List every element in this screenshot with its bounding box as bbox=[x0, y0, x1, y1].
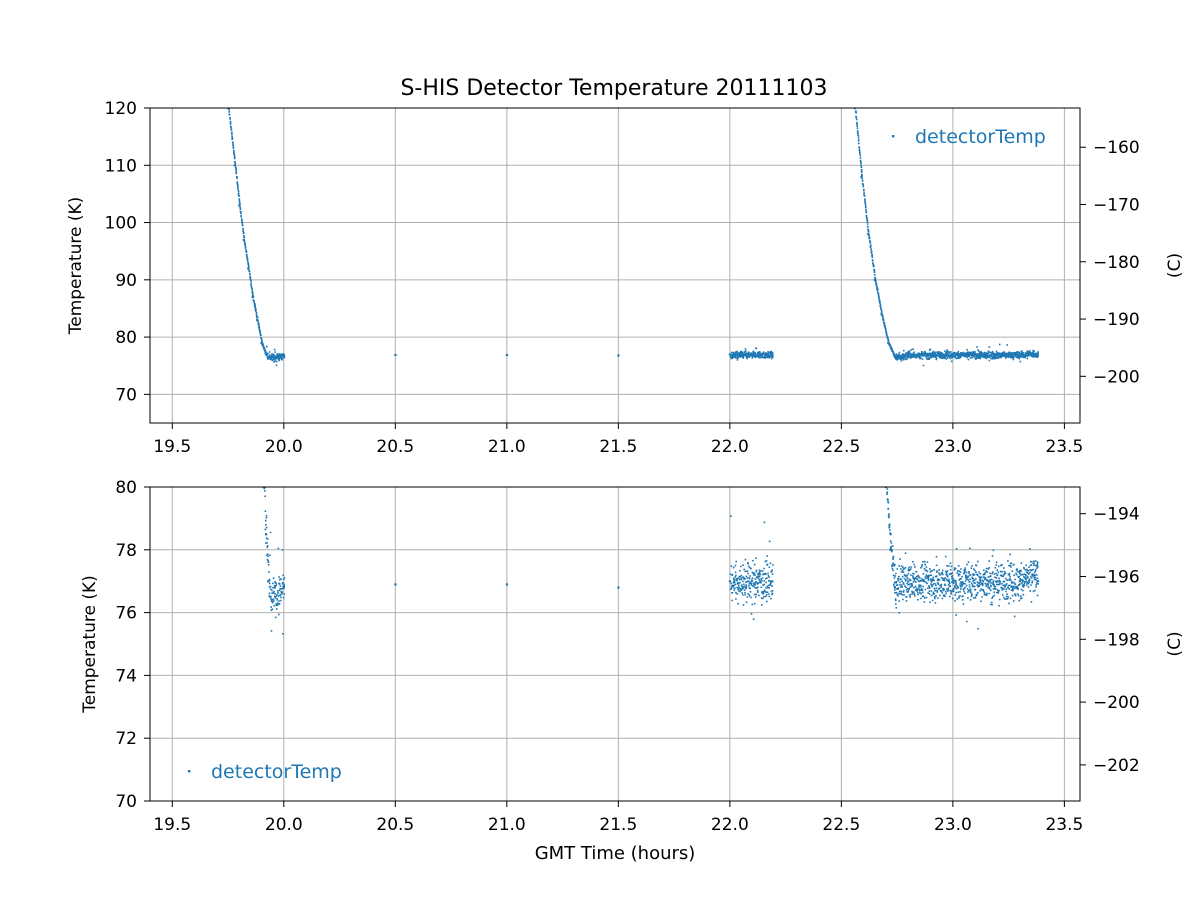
y-tick-label: 80 bbox=[115, 478, 137, 498]
data-point bbox=[907, 580, 910, 583]
y2-tick-label: −198 bbox=[1093, 630, 1140, 650]
y2-tick-label: −180 bbox=[1093, 253, 1140, 273]
x-tick-label: 23.5 bbox=[1045, 437, 1083, 457]
x-tick-label: 19.5 bbox=[153, 437, 191, 457]
x-tick-label: 21.0 bbox=[488, 437, 526, 457]
y-tick-label: 80 bbox=[115, 328, 137, 348]
x-tick-label: 19.5 bbox=[153, 815, 191, 835]
axes-frame bbox=[149, 107, 1081, 424]
y-tick-label: 74 bbox=[115, 666, 137, 686]
top-plot: 19.5 20.0 20.5 21.0 21.5 22.0 22.5 23.0 23.5 70 80… bbox=[66, 99, 1185, 457]
data-point bbox=[394, 583, 397, 586]
y-tick-label: 120 bbox=[105, 99, 137, 119]
legend-marker bbox=[892, 135, 895, 138]
data-point bbox=[505, 353, 509, 357]
data-point bbox=[247, 267, 250, 270]
x-tick-label: 23.0 bbox=[934, 815, 972, 835]
figure-title: S-HIS Detector Temperature 20111103 bbox=[400, 76, 827, 101]
data-point bbox=[238, 204, 241, 207]
data-point bbox=[1018, 580, 1021, 583]
data-point bbox=[394, 353, 397, 357]
x-tick-label: 23.0 bbox=[934, 437, 972, 457]
y-tick-label: 100 bbox=[105, 214, 137, 234]
data-point bbox=[233, 164, 236, 167]
y-axis-label: Temperature (K) bbox=[66, 197, 86, 336]
y2-tick-label: −200 bbox=[1093, 693, 1140, 713]
y2-tick-label: −170 bbox=[1093, 196, 1140, 216]
y-tick-label: 90 bbox=[115, 271, 137, 291]
axes-frame bbox=[149, 486, 1081, 802]
y2-tick-label: −196 bbox=[1093, 567, 1140, 587]
data-point bbox=[771, 580, 774, 583]
data-point bbox=[867, 233, 870, 236]
x-tick-label: 21.5 bbox=[599, 437, 637, 457]
legend-label: detectorTemp bbox=[915, 126, 1046, 148]
data-point bbox=[853, 108, 856, 110]
legend-label: detectorTemp bbox=[211, 761, 342, 783]
x-axis-label: GMT Time (hours) bbox=[535, 843, 696, 864]
x-tick-label: 20.5 bbox=[376, 437, 414, 457]
x-tick-label: 22.0 bbox=[711, 815, 749, 835]
y-tick-label: 70 bbox=[115, 385, 137, 405]
data-point bbox=[505, 583, 509, 586]
data-layer bbox=[262, 487, 1040, 635]
x-tick-label: 20.5 bbox=[376, 815, 414, 835]
y-axis-label: Temperature (K) bbox=[80, 575, 100, 714]
data-point bbox=[884, 487, 888, 489]
data-point bbox=[728, 580, 732, 583]
data-point bbox=[617, 354, 620, 357]
data-point bbox=[860, 175, 863, 178]
data-point bbox=[893, 586, 897, 589]
data-point bbox=[282, 586, 286, 589]
bottom-plot: 19.5 20.0 20.5 21.0 21.5 22.0 22.5 23.0 23.5 70 72… bbox=[80, 478, 1185, 864]
y2-axis-label: (C) bbox=[1165, 253, 1185, 278]
legend-marker bbox=[188, 770, 191, 773]
data-point bbox=[728, 353, 732, 356]
data-layer bbox=[227, 108, 1039, 367]
y-tick-label: 76 bbox=[115, 604, 137, 624]
y-tick-label: 78 bbox=[115, 541, 137, 561]
y-tick-label: 72 bbox=[115, 729, 137, 749]
x-tick-label: 20.0 bbox=[265, 815, 303, 835]
y-tick-label: 110 bbox=[105, 156, 137, 176]
x-tick-label: 21.0 bbox=[488, 815, 526, 835]
y-tick-label: 70 bbox=[115, 792, 137, 812]
y2-tick-label: −190 bbox=[1093, 310, 1140, 330]
x-tick-label: 21.5 bbox=[599, 815, 637, 835]
y2-tick-label: −194 bbox=[1093, 505, 1140, 525]
x-tick-label: 22.0 bbox=[711, 437, 749, 457]
x-tick-label: 23.5 bbox=[1045, 815, 1083, 835]
data-point bbox=[617, 586, 620, 589]
y2-tick-label: −160 bbox=[1093, 138, 1140, 158]
y2-axis-label: (C) bbox=[1165, 631, 1185, 656]
x-tick-label: 20.0 bbox=[265, 437, 303, 457]
x-tick-label: 22.5 bbox=[822, 437, 860, 457]
x-tick-label: 22.5 bbox=[822, 815, 860, 835]
y2-tick-label: −202 bbox=[1093, 756, 1140, 776]
y2-tick-label: −200 bbox=[1093, 367, 1140, 387]
